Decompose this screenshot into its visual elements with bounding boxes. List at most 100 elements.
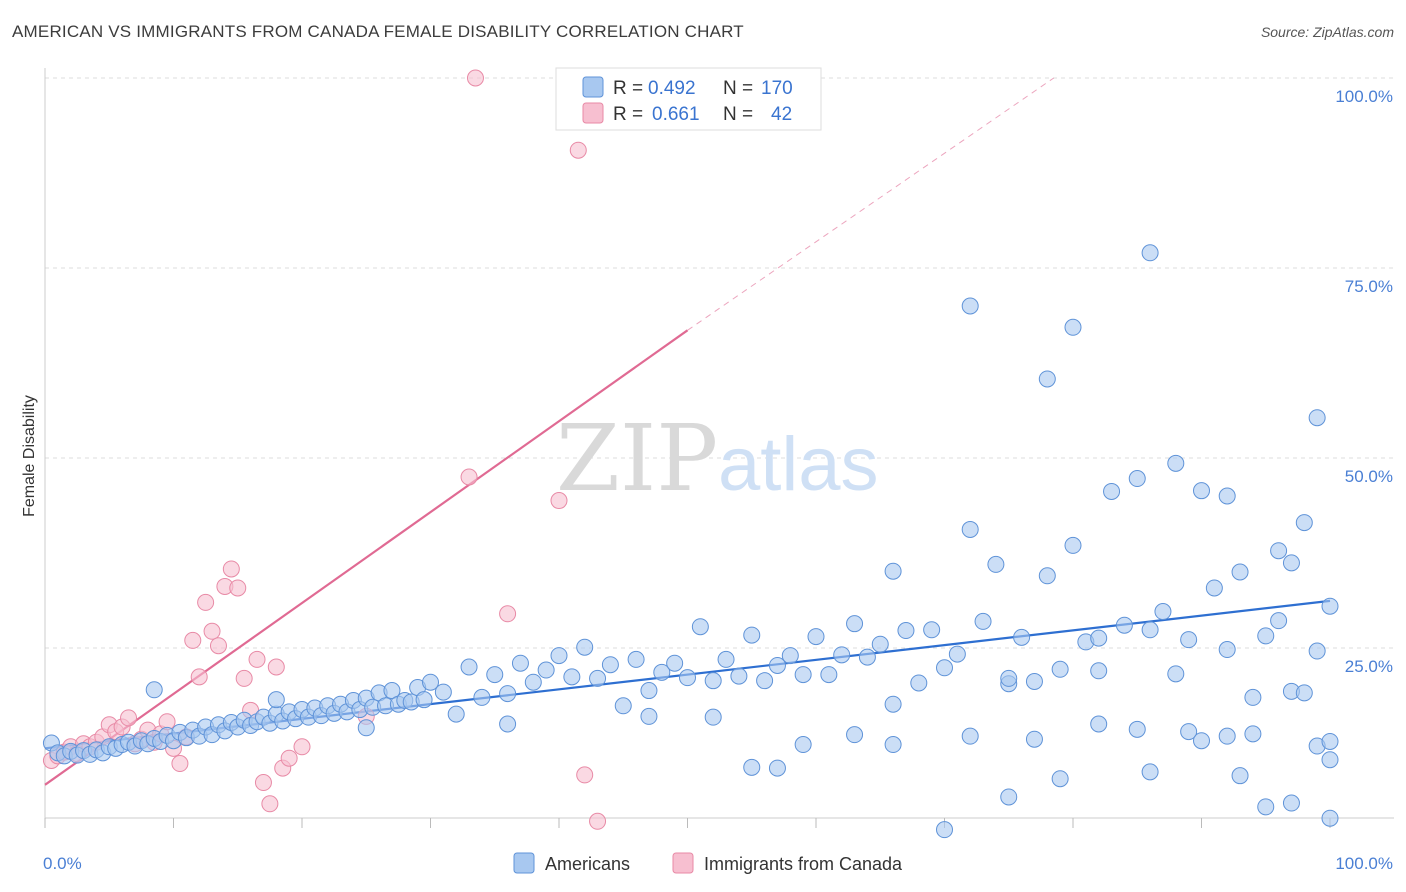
legend-top: R = 0.492 N = 170 R = 0.661 N = 42	[555, 67, 822, 131]
point-americans-106	[1025, 672, 1043, 690]
point-americans-170	[884, 562, 902, 580]
point-americans-61	[447, 705, 465, 723]
point-americans-93	[858, 648, 876, 666]
point-americans-124	[1257, 627, 1275, 645]
point-americans-154	[1295, 684, 1313, 702]
point-americans-64	[486, 666, 504, 684]
legend-canada-r-value: 0.661	[652, 104, 700, 125]
point-americans-58	[415, 691, 433, 709]
point-americans-137	[768, 759, 786, 777]
point-canada-45	[466, 69, 484, 87]
point-americans-164	[1244, 725, 1262, 743]
point-americans-127	[1295, 514, 1313, 532]
legend-americans-n-label: N =	[723, 78, 753, 99]
point-americans-150	[1231, 767, 1249, 785]
point-americans-97	[910, 674, 928, 692]
legend-bottom-americans: Americans	[545, 854, 630, 874]
point-canada-37	[280, 749, 298, 767]
point-americans-118	[1180, 631, 1198, 649]
point-americans-167	[1090, 662, 1108, 680]
y-axis-label: Female Disability	[21, 395, 38, 517]
point-canada-29	[229, 579, 247, 597]
point-americans-100	[948, 645, 966, 663]
point-americans-172	[1321, 751, 1339, 769]
point-americans-145	[1090, 715, 1108, 733]
legend-bottom-canada: Immigrants from Canada	[704, 854, 903, 874]
legend-swatch-canada	[582, 102, 604, 124]
point-americans-85	[756, 672, 774, 690]
point-canada-46	[569, 141, 587, 159]
point-americans-147	[1141, 763, 1159, 781]
point-canada-34	[261, 795, 279, 813]
point-canada-25	[203, 622, 221, 640]
point-canada-26	[209, 637, 227, 655]
point-americans-169	[936, 821, 953, 839]
trend-line-canada	[44, 329, 689, 786]
point-americans-160	[1064, 318, 1082, 336]
legend-canada-n-label: N =	[723, 104, 753, 125]
point-americans-115	[1141, 621, 1159, 639]
point-americans-166	[1167, 665, 1185, 683]
point-canada-42	[550, 492, 568, 510]
point-americans-151	[1257, 798, 1275, 816]
point-americans-99	[936, 659, 953, 677]
point-americans-125	[1270, 612, 1288, 630]
point-americans-128	[1308, 642, 1326, 660]
point-americans-122	[1231, 563, 1249, 581]
point-canada-41	[499, 605, 517, 623]
x-tick-marks	[44, 818, 1331, 828]
legend-americans-r-value: 0.492	[648, 78, 696, 99]
point-americans-111	[1090, 629, 1108, 647]
point-americans-63	[473, 688, 491, 706]
point-canada-12	[120, 709, 138, 727]
legend-americans-r-label: R =	[613, 78, 643, 99]
points-americans	[42, 244, 1339, 839]
point-americans-146	[1128, 720, 1146, 738]
point-americans-152	[1270, 542, 1288, 560]
point-americans-89	[807, 628, 825, 646]
point-americans-91	[833, 646, 851, 664]
point-americans-149	[1193, 732, 1210, 750]
point-americans-53	[383, 682, 401, 700]
point-americans-81	[704, 672, 722, 690]
point-americans-88	[794, 666, 812, 684]
point-americans-120	[1205, 579, 1223, 597]
point-americans-82	[717, 650, 735, 668]
point-americans-165	[1282, 794, 1300, 812]
point-americans-158	[961, 297, 979, 315]
point-americans-76	[640, 682, 658, 700]
point-americans-144	[1051, 770, 1069, 788]
legend-bottom: Americans Immigrants from Canada	[513, 852, 903, 874]
point-canada-28	[222, 560, 240, 578]
y-tick-label-1: 50.0%	[1345, 467, 1393, 486]
source-label: Source: ZipAtlas.com	[1260, 24, 1394, 40]
legend-bottom-swatch-americans	[513, 852, 535, 874]
point-americans-168	[1000, 788, 1018, 806]
point-canada-38	[293, 738, 311, 756]
point-americans-65	[499, 685, 517, 703]
point-americans-138	[794, 736, 812, 754]
point-americans-136	[743, 758, 761, 776]
point-americans-62	[460, 658, 478, 676]
point-americans-162	[1308, 409, 1326, 427]
point-americans-139	[846, 726, 864, 744]
legend-canada-r-label: R =	[613, 104, 643, 125]
point-americans-132	[357, 719, 375, 737]
trend-line-canada-extension	[687, 77, 1055, 331]
point-canada-20	[171, 755, 189, 773]
point-americans-155	[1321, 809, 1339, 827]
point-americans-114	[1128, 470, 1146, 488]
point-americans-70	[563, 668, 581, 686]
point-americans-121	[1218, 641, 1236, 659]
grid-lines	[45, 77, 1394, 649]
point-americans-72	[589, 669, 607, 687]
point-americans-98	[923, 621, 941, 639]
point-americans-108	[1051, 660, 1069, 678]
point-americans-141	[961, 727, 979, 745]
point-americans-140	[884, 736, 902, 754]
point-americans-102	[974, 612, 992, 630]
point-americans-78	[666, 654, 684, 672]
point-americans-163	[1218, 487, 1236, 505]
point-americans-95	[884, 695, 902, 713]
point-americans-86	[768, 656, 786, 674]
